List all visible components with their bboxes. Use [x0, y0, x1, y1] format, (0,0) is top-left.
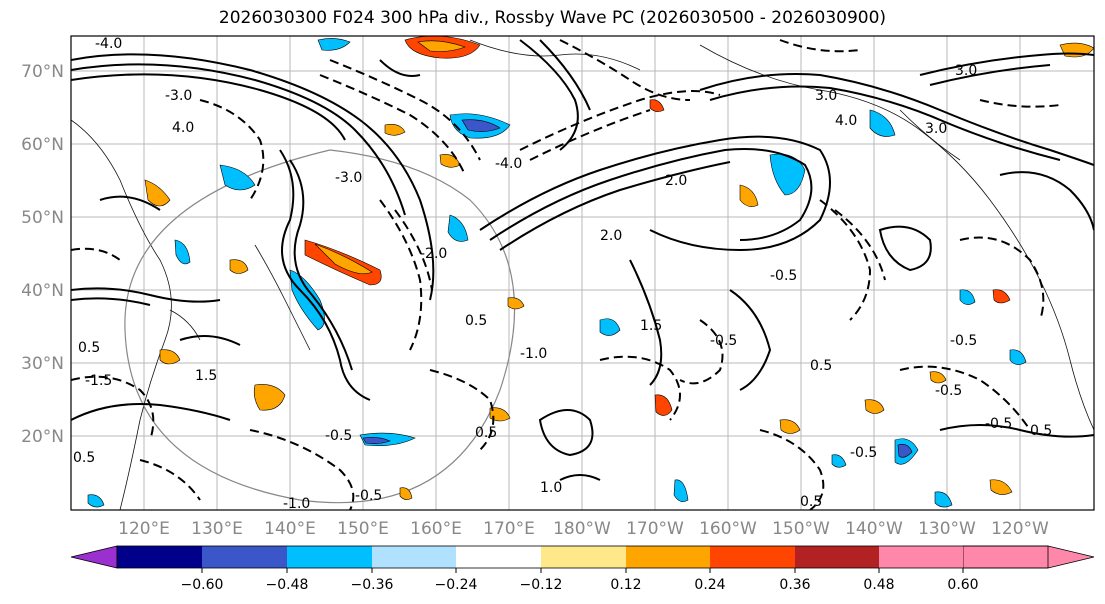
contour-label: 0.5: [1030, 423, 1052, 439]
latitude-label: 20°N: [21, 427, 64, 447]
contour-label: 1.5: [195, 368, 217, 384]
colorbar-segment: [287, 546, 372, 568]
latitude-axis: 70°N 60°N 50°N 40°N 30°N 20°N: [21, 62, 64, 447]
contour-label: -0.5: [985, 416, 1012, 432]
latitude-label: 70°N: [21, 62, 64, 82]
colorbar-tick-marks: [201, 568, 964, 573]
contour-label: -0.5: [950, 333, 977, 349]
graticule: [71, 36, 1094, 510]
colorbar-tick-label: 0.12: [610, 577, 641, 593]
contour-label: -0.5: [325, 428, 352, 444]
longitude-label: 120°W: [991, 519, 1049, 539]
longitude-label: 120°E: [118, 519, 170, 539]
colorbar-tick-label: −0.12: [520, 577, 563, 593]
colorbar-segment: [456, 546, 541, 568]
contour-label: 0.5: [73, 450, 95, 466]
longitude-label: 130°E: [191, 519, 243, 539]
longitude-axis: 120°E 130°E 140°E 150°E 160°E 170°E 180°…: [118, 519, 1049, 539]
contour-label: -3.0: [165, 88, 192, 104]
longitude-label: 170°W: [626, 519, 684, 539]
map-frame: [70, 35, 1095, 511]
colorbar-tick-label: −0.24: [435, 577, 478, 593]
colorbar-tick-label: 0.24: [694, 577, 725, 593]
contour-label: -4.0: [495, 156, 522, 172]
contour-label: -1.0: [283, 496, 310, 512]
longitude-label: 160°E: [410, 519, 462, 539]
latitude-label: 40°N: [21, 281, 64, 301]
contour-label: 3.0: [955, 63, 977, 79]
contour-labels: -4.0 -3.0 -3.0 4.0 3.0 3.0 3.0 4.0 -4.0 …: [73, 36, 1052, 512]
longitude-label: 150°W: [772, 519, 830, 539]
contour-label: -0.5: [710, 333, 737, 349]
contour-label: 4.0: [172, 120, 194, 136]
contour-label: -2.0: [420, 246, 447, 262]
contour-label: 0.5: [465, 313, 487, 329]
contour-label: -0.5: [850, 445, 877, 461]
colorbar-tick-label: 0.36: [779, 577, 810, 593]
colorbar-segment: [795, 546, 879, 568]
longitude-label: 180°W: [553, 519, 611, 539]
contour-label: 4.0: [835, 113, 857, 129]
contour-label: 2.0: [600, 228, 622, 244]
colorbar-segment: [879, 546, 963, 568]
colorbar-segment: [372, 546, 456, 568]
colorbar: −0.60 −0.48 −0.36 −0.24 −0.12 0.12 0.24 …: [70, 545, 1095, 593]
colorbar-segment: [710, 546, 795, 568]
contour-label: -1.5: [85, 373, 112, 389]
longitude-label: 160°W: [699, 519, 757, 539]
colorbar-tick-label: 0.48: [863, 577, 894, 593]
colorbar-segment: [541, 546, 626, 568]
contour-label: 0.5: [475, 425, 497, 441]
colorbar-segment: [626, 546, 710, 568]
contour-label: -3.0: [335, 170, 362, 186]
longitude-label: 150°E: [337, 519, 389, 539]
longitude-label: 140°E: [264, 519, 316, 539]
colorbar-segment: [117, 546, 202, 568]
dashed-contours: [71, 39, 1061, 510]
contour-label: 0.5: [78, 340, 100, 356]
contour-label: -0.5: [770, 268, 797, 284]
colorbar-extend-min: [70, 545, 118, 569]
colorbar-outline: [116, 545, 1049, 569]
coastlines: [71, 39, 1094, 510]
longitude-label: 140°W: [845, 519, 903, 539]
contour-label: 1.5: [640, 318, 662, 334]
colorbar-tick-label: −0.36: [351, 577, 394, 593]
colorbar-segment: [202, 546, 287, 568]
contour-label: 3.0: [925, 121, 947, 137]
contour-label: -0.5: [355, 488, 382, 504]
colorbar-tick-label: −0.48: [266, 577, 309, 593]
contour-label: 2.0: [665, 173, 687, 189]
longitude-label: 130°W: [918, 519, 976, 539]
contour-label: 0.5: [800, 494, 822, 510]
contour-label: -1.0: [520, 346, 547, 362]
latitude-label: 50°N: [21, 208, 64, 228]
latitude-label: 60°N: [21, 135, 64, 155]
colorbar-tick-label: −0.60: [181, 577, 224, 593]
contour-label: 1.0: [540, 480, 562, 496]
projection-arcs: [124, 149, 516, 504]
contour-label: 0.5: [810, 358, 832, 374]
latitude-label: 30°N: [21, 354, 64, 374]
colorbar-tick-label: 0.60: [947, 577, 978, 593]
contour-label: -4.0: [95, 36, 122, 52]
divergence-shading: [87, 36, 1094, 508]
colorbar-extend-max: [962, 545, 1095, 569]
contour-label: -0.5: [935, 383, 962, 399]
map-title: 2026030300 F024 300 hPa div., Rossby Wav…: [218, 8, 887, 28]
solid-contours: [71, 39, 1094, 481]
longitude-label: 170°E: [483, 519, 535, 539]
contour-label: 3.0: [815, 88, 837, 104]
